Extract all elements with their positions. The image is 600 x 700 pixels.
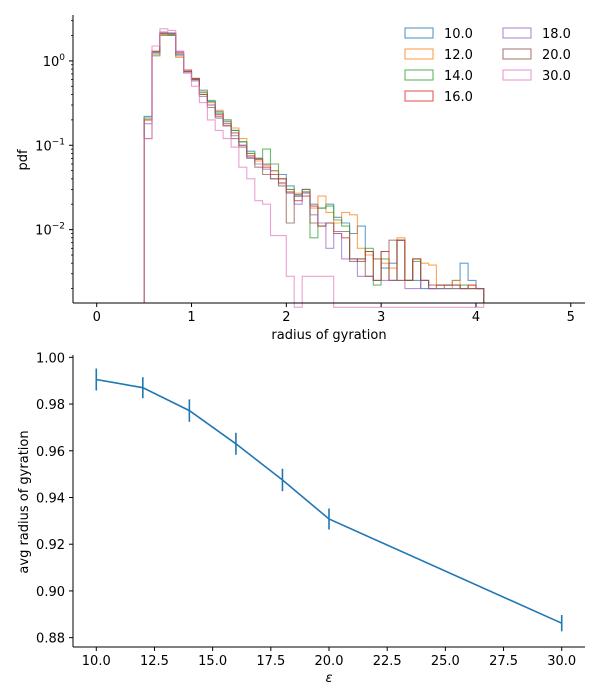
line-series [96, 378, 563, 624]
hist-series-30.0 [143, 28, 500, 308]
histogram-bars [143, 28, 500, 308]
line-x-tick-label: 30.0 [547, 654, 576, 669]
hist-series-20.0 [143, 31, 500, 304]
line-y-tick-label: 0.96 [36, 445, 65, 460]
hist-y-tick-label: 10−1 [35, 137, 65, 154]
legend-label-10.0: 10.0 [444, 27, 473, 42]
hist-y-tick-label: 10−2 [35, 222, 65, 239]
legend-swatch-30.0 [502, 69, 532, 81]
hist-x-tick-label: 1 [187, 310, 195, 325]
line-y-ticks: 0.88 0.90 0.92 0.94 0.96 0.98 1.00 [36, 351, 73, 647]
legend-swatch-10.0 [404, 27, 434, 39]
legend-swatch-18.0 [502, 27, 532, 39]
line-chart: 10.0 12.5 15.0 17.5 20.0 22.5 25.0 27.5 30.0 0.8… [17, 351, 585, 686]
legend-label-30.0: 30.0 [542, 69, 571, 84]
line-plot-area [95, 368, 563, 632]
line-y-tick-label: 0.90 [36, 585, 65, 600]
legend-swatch-14.0 [404, 69, 434, 81]
legend-label-12.0: 12.0 [444, 48, 473, 63]
legend-label-20.0: 20.0 [542, 48, 571, 63]
hist-x-axis-label: radius of gyration [271, 328, 386, 343]
hist-x-tick-label: 3 [377, 310, 385, 325]
line-x-tick-label: 22.5 [373, 654, 402, 669]
line-y-tick-label: 0.94 [36, 491, 65, 506]
legend-label-16.0: 16.0 [444, 90, 473, 105]
histogram-chart: 0 1 2 3 4 5 100 10−1 10−2 radius of gyration pd… [16, 15, 585, 343]
hist-y-ticks: 100 10−1 10−2 [35, 20, 73, 289]
hist-y-axis-label: pdf [16, 149, 31, 171]
legend-swatch-20.0 [502, 48, 532, 60]
line-y-axis-label: avg radius of gyration [17, 430, 32, 573]
line-x-tick-label: 12.5 [140, 654, 169, 669]
legend-label-18.0: 18.0 [542, 27, 571, 42]
line-x-axis-label: ε [325, 671, 332, 686]
hist-y-tick-label: 100 [43, 53, 66, 70]
line-x-tick-label: 25.0 [431, 654, 460, 669]
legend-swatch-12.0 [404, 48, 434, 60]
legend-label-14.0: 14.0 [444, 69, 473, 84]
hist-x-tick-label: 4 [472, 310, 480, 325]
line-x-tick-label: 10.0 [82, 654, 111, 669]
hist-x-ticks: 0 1 2 3 4 5 [93, 303, 575, 325]
hist-x-tick-label: 5 [567, 310, 575, 325]
line-x-ticks: 10.0 12.5 15.0 17.5 20.0 22.5 25.0 27.5 30.0 [82, 647, 576, 669]
line-x-tick-label: 17.5 [256, 654, 285, 669]
hist-x-tick-label: 0 [93, 310, 101, 325]
line-y-tick-label: 0.98 [36, 398, 65, 413]
line-y-tick-label: 0.88 [36, 632, 65, 647]
legend-swatch-16.0 [404, 90, 434, 102]
line-x-tick-label: 27.5 [489, 654, 518, 669]
line-y-tick-label: 1.00 [36, 351, 65, 366]
line-x-tick-label: 15.0 [198, 654, 227, 669]
line-x-tick-label: 20.0 [315, 654, 344, 669]
hist-x-tick-label: 2 [282, 310, 290, 325]
line-y-tick-label: 0.92 [36, 538, 65, 553]
hist-legend: 10.0 12.0 14.0 16.0 18.0 20.0 30.0 [404, 27, 571, 105]
